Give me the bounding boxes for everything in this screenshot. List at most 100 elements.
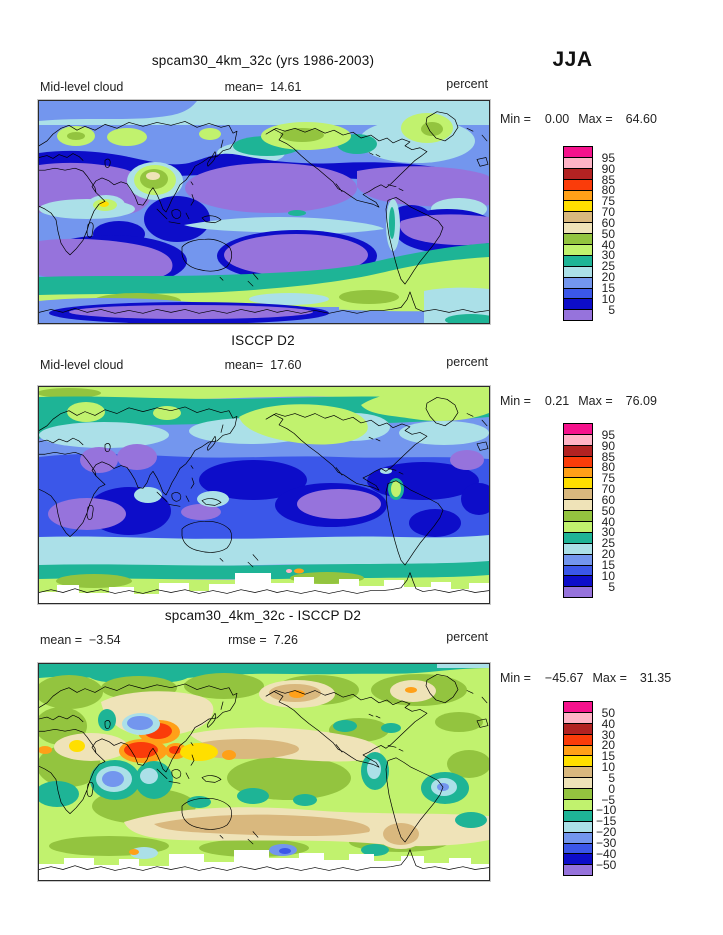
colorbar-diff: 50 40 30 20 15 10 5 0 −5 −10 −15 −20 −30 −40 −50 <box>563 701 616 877</box>
legend-label: 85 <box>601 173 615 187</box>
legend-label: 40 <box>601 238 615 252</box>
panel2-title: ISCCP D2 <box>231 333 295 348</box>
map-obs-contour <box>39 387 489 603</box>
legend-cell <box>564 222 592 234</box>
legend-cell <box>564 444 592 456</box>
panel2-mean: mean= 17.60 <box>224 358 302 372</box>
legend-cell <box>564 200 592 212</box>
legend-label: 85 <box>601 450 615 464</box>
panel1-mean: mean= 14.61 <box>224 80 302 94</box>
legend-label: 80 <box>601 183 615 197</box>
legend-cell <box>564 287 592 299</box>
panel3-rmse: rmse = 7.26 <box>228 633 298 647</box>
legend-cell <box>564 564 592 576</box>
legend-cell <box>564 755 592 767</box>
legend-cell <box>564 455 592 467</box>
legend-cell <box>564 702 592 712</box>
legend-label: −30 <box>596 836 617 850</box>
panel3-mean: mean = −3.54 <box>40 633 121 647</box>
legend-label: 10 <box>601 292 615 306</box>
legend-cell <box>564 189 592 201</box>
legend-label: 5 <box>608 771 615 785</box>
legend-cell <box>564 799 592 810</box>
panel3-unit: percent <box>446 630 488 644</box>
legend-label: 15 <box>601 281 615 295</box>
legend-cell <box>564 488 592 500</box>
legend-label: 5 <box>608 580 615 594</box>
legend-label: 90 <box>601 162 615 176</box>
legend-cell <box>564 466 592 478</box>
legend-cell <box>564 178 592 190</box>
legend-label: 25 <box>601 259 615 273</box>
panel2-minmax: Min = 0.21 Max = 76.09 <box>500 394 657 408</box>
legend-label: 30 <box>601 248 615 262</box>
season-label: JJA <box>552 48 593 71</box>
legend-label: 25 <box>601 536 615 550</box>
legend-label: −10 <box>596 803 617 817</box>
legend-cell <box>564 265 592 277</box>
legend-label: 20 <box>601 738 615 752</box>
map-obs <box>37 385 491 605</box>
legend-label: −50 <box>596 858 617 872</box>
panel3-minmax: Min = −45.67 Max = 31.35 <box>500 671 672 685</box>
legend-label: −5 <box>601 793 615 807</box>
map-model-contour <box>39 101 489 323</box>
legend-label: 50 <box>601 706 615 720</box>
legend-label: 30 <box>601 728 615 742</box>
legend-cell <box>564 167 592 179</box>
legend-cell <box>564 542 592 554</box>
legend-cell <box>564 842 592 854</box>
legend-label: 15 <box>601 558 615 572</box>
legend-label: 50 <box>601 227 615 241</box>
panel1-minmax: Min = 0.00 Max = 64.60 <box>500 112 657 126</box>
panel1-title: spcam30_4km_32c (yrs 1986-2003) <box>151 53 375 68</box>
legend-label: 40 <box>601 515 615 529</box>
panel1-unit: percent <box>446 77 488 91</box>
legend-cell <box>564 309 592 321</box>
legend-label: 80 <box>601 460 615 474</box>
legend-cell <box>564 276 592 288</box>
legend-cell <box>564 788 592 800</box>
colorbar-obs: 95 90 85 80 75 70 60 50 40 30 25 20 15 10 5 <box>563 423 615 599</box>
legend-label: 50 <box>601 504 615 518</box>
legend-cell <box>564 233 592 245</box>
legend-cell <box>564 298 592 310</box>
panel2-unit: percent <box>446 355 488 369</box>
legend-cell <box>564 733 592 745</box>
legend-label: 75 <box>601 471 615 485</box>
legend-label: −15 <box>596 814 617 828</box>
contour-field-model <box>39 101 489 323</box>
legend-cell <box>564 477 592 489</box>
legend-cell <box>564 510 592 522</box>
legend-cell <box>564 853 592 865</box>
legend-label: 20 <box>601 547 615 561</box>
legend-label: 30 <box>601 525 615 539</box>
legend-cell <box>564 711 592 723</box>
contour-field-diff <box>39 664 489 880</box>
map-diff <box>37 662 491 882</box>
legend-cell <box>564 575 592 587</box>
legend-label: −20 <box>596 825 617 839</box>
panel3-title: spcam30_4km_32c - ISCCP D2 <box>164 608 362 623</box>
legend-cell <box>564 211 592 223</box>
legend-label: 10 <box>601 760 615 774</box>
legend-cell <box>564 766 592 778</box>
legend-cell <box>564 744 592 756</box>
legend-label: 0 <box>608 782 615 796</box>
legend-cell <box>564 433 592 445</box>
legend-label: −40 <box>596 847 617 861</box>
map-diff-contour <box>39 664 489 880</box>
legend-cell <box>564 809 592 821</box>
legend-label: 95 <box>601 151 615 165</box>
panel2-variable-label: Mid-level cloud <box>40 358 124 372</box>
legend-cell <box>564 531 592 543</box>
map-model <box>37 99 491 325</box>
legend-label: 75 <box>601 194 615 208</box>
legend-label: 70 <box>601 205 615 219</box>
legend-label: 90 <box>601 439 615 453</box>
legend-label: 5 <box>608 303 615 317</box>
legend-cell <box>564 777 592 789</box>
legend-cell <box>564 156 592 168</box>
panel1-variable-label: Mid-level cloud <box>40 80 124 94</box>
